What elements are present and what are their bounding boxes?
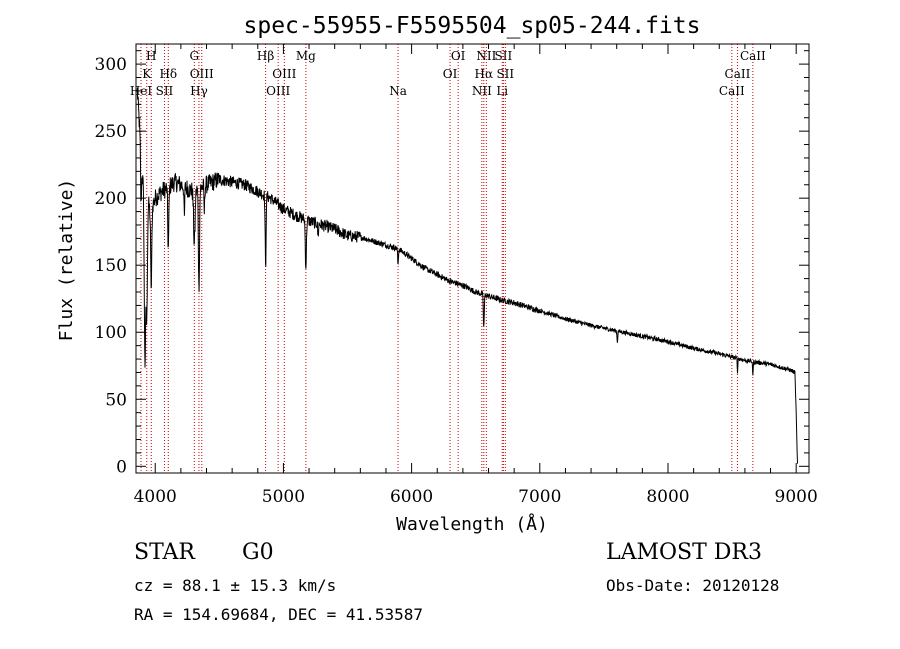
y-axis-ticks: 0 50 100 150 200 250 300 bbox=[95, 50, 809, 477]
spectral-line-label: OI bbox=[443, 67, 458, 81]
spectral-line-label: Mg bbox=[296, 49, 316, 63]
spectral-line-label: K bbox=[142, 67, 152, 81]
ra-dec: RA = 154.69684, DEC = 41.53587 bbox=[134, 605, 423, 624]
spectral-line-label: CaII bbox=[719, 84, 745, 98]
x-axis-label: Wavelength (Å) bbox=[396, 513, 548, 535]
y-tick-label: 150 bbox=[95, 256, 127, 276]
x-tick-label: 9000 bbox=[775, 487, 818, 507]
spectral-line-markers bbox=[140, 44, 754, 473]
y-tick-label: 200 bbox=[95, 189, 127, 209]
y-tick-label: 50 bbox=[105, 390, 127, 410]
plot-frame bbox=[135, 43, 810, 474]
spectral-line-label: Hα bbox=[474, 67, 493, 81]
x-tick-label: 6000 bbox=[390, 487, 433, 507]
survey-name: LAMOST DR3 bbox=[606, 540, 762, 565]
spectral-line-label: H bbox=[146, 49, 156, 63]
spectral-line-label: Li bbox=[496, 84, 508, 98]
spectral-line-label: OI bbox=[451, 49, 466, 63]
y-tick-label: 250 bbox=[95, 122, 127, 142]
spectral-line-label: OIII bbox=[190, 67, 214, 81]
spectral-line-label: Hδ bbox=[159, 67, 177, 81]
x-tick-label: 5000 bbox=[262, 487, 305, 507]
spectral-line-labels: HeIKHSIIHδGHγOIIIHβOIIIOIIIMgNaOIOINIIHα… bbox=[130, 49, 766, 98]
y-tick-label: 100 bbox=[95, 323, 127, 343]
obs-date: Obs-Date: 20120128 bbox=[606, 576, 779, 595]
spectral-line-label: Na bbox=[389, 84, 407, 98]
chart-title: spec-55955-F5595504_sp05-244.fits bbox=[244, 13, 701, 39]
x-tick-label: 7000 bbox=[518, 487, 561, 507]
object-subclass: G0 bbox=[242, 540, 274, 565]
spectral-line-label: CaII bbox=[725, 67, 751, 81]
x-tick-label: 4000 bbox=[134, 487, 177, 507]
redshift-cz: cz = 88.1 ± 15.3 km/s bbox=[134, 576, 336, 595]
spectral-line-label: Hβ bbox=[257, 49, 274, 63]
plot-area: HeIKHSIIHδGHγOIIIHβOIIIOIIIMgNaOIOINIIHα… bbox=[95, 43, 818, 507]
spectral-line-label: NII bbox=[476, 49, 496, 63]
y-tick-label: 0 bbox=[116, 457, 127, 477]
spectral-line-label: CaII bbox=[740, 49, 766, 63]
object-class: STAR bbox=[134, 540, 196, 565]
y-axis-label: Flux (relative) bbox=[56, 179, 77, 342]
spectral-line-label: NII bbox=[472, 84, 492, 98]
spectral-line-label: HeI bbox=[130, 84, 153, 98]
spectral-line-label: OIII bbox=[272, 67, 296, 81]
spectral-line-label: SII bbox=[495, 49, 513, 63]
x-axis-ticks: 4000 5000 6000 7000 8000 9000 bbox=[134, 44, 818, 507]
spectral-line-label: OIII bbox=[266, 84, 290, 98]
spectral-line-label: Hγ bbox=[190, 84, 208, 98]
spectral-line-label: SII bbox=[156, 84, 174, 98]
y-tick-label: 300 bbox=[95, 55, 127, 75]
spectral-line-label: SII bbox=[496, 67, 514, 81]
spectral-line-label: G bbox=[190, 49, 200, 63]
x-tick-label: 8000 bbox=[646, 487, 689, 507]
spectrum-line bbox=[136, 87, 798, 464]
